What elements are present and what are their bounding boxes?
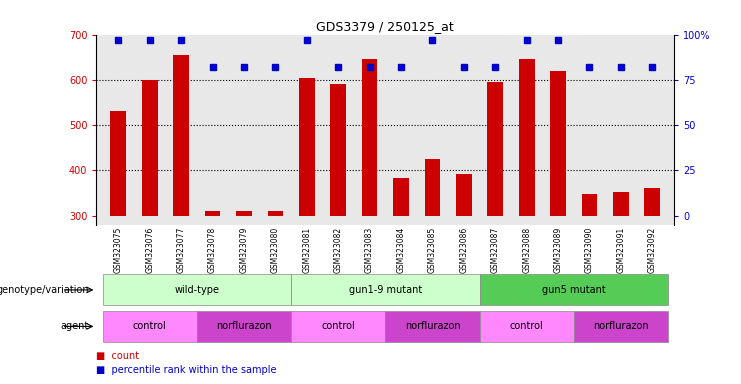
Bar [613,192,629,215]
Text: GSM323083: GSM323083 [365,227,374,273]
Bar [362,60,377,215]
Bar [393,179,409,215]
Text: gun5 mutant: gun5 mutant [542,285,605,295]
Text: GSM323085: GSM323085 [428,227,437,273]
Text: GSM323081: GSM323081 [302,227,311,273]
Bar [291,274,479,306]
Bar [299,78,315,215]
Text: GSM323086: GSM323086 [459,227,468,273]
Text: GSM323091: GSM323091 [617,227,625,273]
Bar [582,194,597,215]
Text: GSM323092: GSM323092 [648,227,657,273]
Text: norflurazon: norflurazon [593,321,648,331]
Text: wild-type: wild-type [174,285,219,295]
Text: GSM323078: GSM323078 [208,227,217,273]
Title: GDS3379 / 250125_at: GDS3379 / 250125_at [316,20,454,33]
Text: norflurazon: norflurazon [405,321,460,331]
Bar [102,311,197,342]
Text: GSM323076: GSM323076 [145,227,154,273]
Text: GSM323089: GSM323089 [554,227,562,273]
Bar [456,174,472,215]
Bar [645,187,660,215]
Text: GSM323080: GSM323080 [271,227,280,273]
Bar [479,274,668,306]
Text: control: control [133,321,167,331]
Bar [425,159,440,215]
Bar [102,274,291,306]
Text: GSM323082: GSM323082 [333,227,342,273]
Text: control: control [510,321,544,331]
Text: GSM323088: GSM323088 [522,227,531,273]
Bar [330,84,346,215]
Text: GSM323079: GSM323079 [239,227,248,273]
Bar [142,80,158,215]
Bar [197,311,291,342]
Text: ■  percentile rank within the sample: ■ percentile rank within the sample [96,365,277,375]
Bar [385,311,479,342]
Bar [205,211,220,215]
Text: genotype/variation: genotype/variation [0,285,89,295]
Text: control: control [322,321,355,331]
Bar [236,211,252,215]
Bar [488,82,503,215]
Text: GSM323077: GSM323077 [176,227,186,273]
Text: agent: agent [61,321,89,331]
Text: GSM323090: GSM323090 [585,227,594,273]
Bar [291,311,385,342]
Text: norflurazon: norflurazon [216,321,272,331]
Text: GSM323084: GSM323084 [396,227,405,273]
Bar [173,55,189,215]
Bar [519,60,534,215]
Text: ■  count: ■ count [96,351,139,361]
Bar [110,111,126,215]
Text: gun1-9 mutant: gun1-9 mutant [349,285,422,295]
Text: GSM323075: GSM323075 [114,227,123,273]
Bar [479,311,574,342]
Bar [268,211,283,215]
Bar [551,71,566,215]
Bar [574,311,668,342]
Text: GSM323087: GSM323087 [491,227,499,273]
